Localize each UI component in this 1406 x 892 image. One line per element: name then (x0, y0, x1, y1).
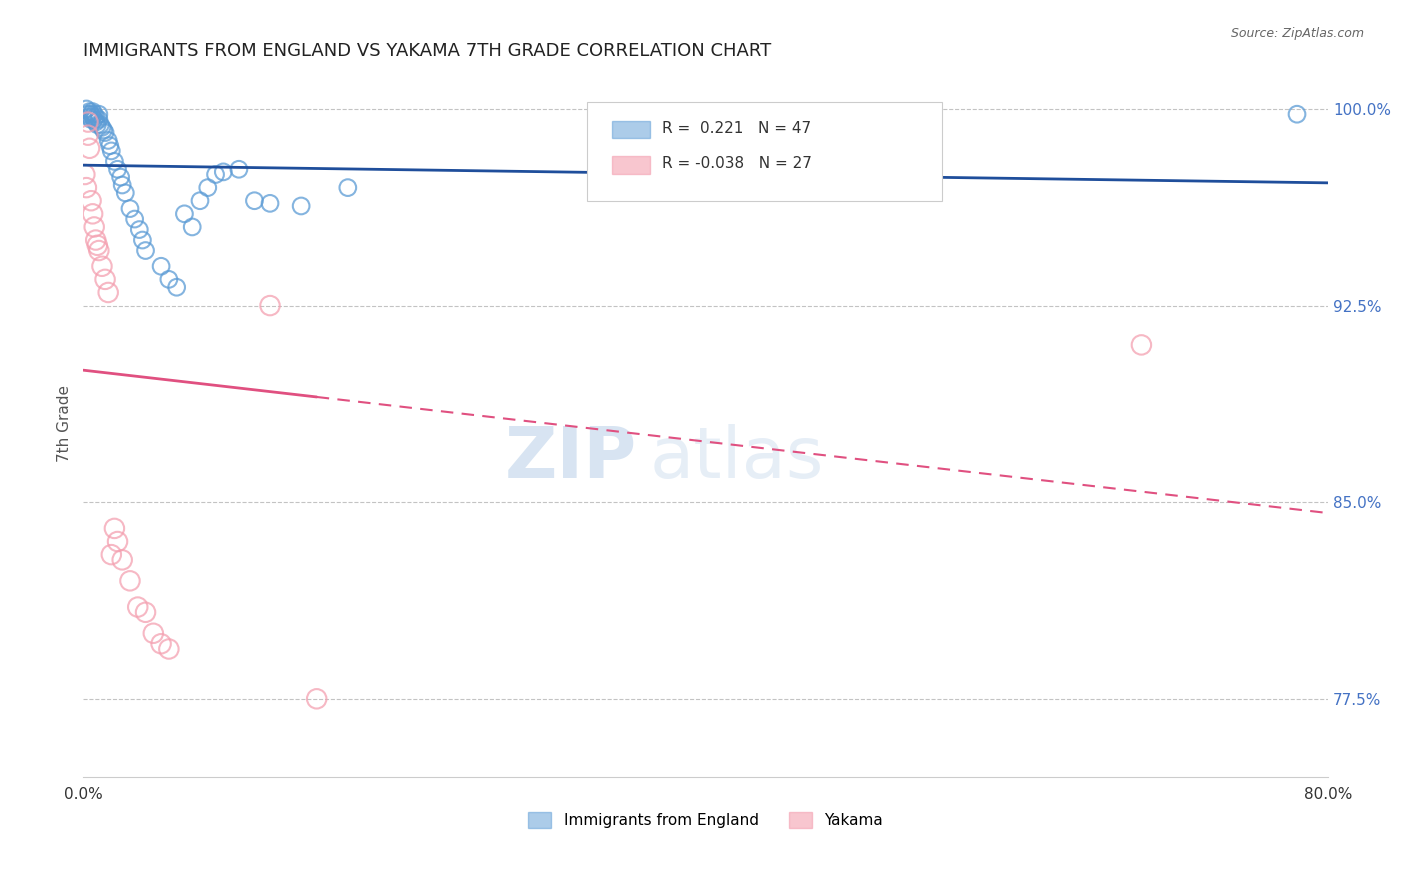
Point (83, 107, 105, 121)
Text: R =  0.221   N = 47: R = 0.221 N = 47 (662, 121, 811, 136)
Point (73, 168, 96, 182)
Point (91, 120, 114, 135)
Point (100, 144, 122, 158)
Point (110, 170, 132, 185)
Point (290, 199, 312, 213)
Point (118, 574, 141, 588)
Point (82, 207, 104, 221)
Point (103, 521, 125, 535)
Point (77, 128, 100, 143)
Point (91, 259, 114, 273)
Point (77, 115, 100, 129)
Point (75, 102, 97, 116)
Point (188, 194, 211, 208)
Point (94, 126, 117, 140)
Point (181, 219, 204, 234)
Point (259, 196, 281, 211)
Point (127, 600, 149, 615)
Point (94, 272, 117, 286)
Point (84, 233, 107, 247)
Point (97, 133, 120, 147)
Point (212, 165, 235, 179)
Point (87, 107, 110, 121)
Point (204, 168, 226, 182)
Legend: Immigrants from England, Yakama: Immigrants from England, Yakama (522, 805, 889, 834)
Point (79, 141, 101, 155)
Point (82, 110, 104, 124)
Point (114, 186, 136, 200)
Text: ZIP: ZIP (505, 425, 637, 493)
Text: atlas: atlas (650, 425, 824, 493)
Point (100, 548, 122, 562)
Point (157, 272, 180, 286)
Point (83, 219, 105, 234)
Point (1130, 338, 1153, 352)
Point (173, 207, 195, 221)
Point (157, 642, 180, 657)
Point (131, 233, 153, 247)
Point (77, 107, 100, 121)
Point (135, 605, 157, 619)
Point (111, 178, 134, 192)
Point (259, 299, 281, 313)
Point (86, 238, 108, 252)
Point (79, 104, 101, 119)
Point (243, 194, 266, 208)
Point (84, 110, 107, 124)
Point (87, 244, 110, 258)
Point (118, 202, 141, 216)
Point (80, 112, 103, 127)
Point (75, 180, 97, 194)
Text: IMMIGRANTS FROM ENGLAND VS YAKAMA 7TH GRADE CORRELATION CHART: IMMIGRANTS FROM ENGLAND VS YAKAMA 7TH GR… (83, 42, 772, 60)
Point (86, 118, 108, 132)
Point (97, 285, 120, 300)
Point (82, 104, 104, 119)
Point (83, 112, 105, 127)
Point (336, 180, 359, 194)
Point (124, 212, 146, 227)
Point (228, 162, 250, 177)
Point (98, 138, 121, 153)
Point (79, 110, 101, 124)
Point (197, 180, 219, 194)
Point (103, 154, 125, 169)
Point (150, 637, 173, 651)
Text: Source: ZipAtlas.com: Source: ZipAtlas.com (1230, 27, 1364, 40)
Point (128, 222, 150, 236)
Point (305, 691, 328, 706)
Y-axis label: 7th Grade: 7th Grade (58, 385, 72, 462)
Bar (613, 156, 650, 174)
Point (142, 626, 165, 640)
Point (166, 280, 188, 294)
Point (1285, 107, 1308, 121)
Point (107, 534, 129, 549)
Point (135, 244, 157, 258)
Point (93, 123, 115, 137)
Point (87, 112, 110, 127)
Point (111, 553, 134, 567)
Point (150, 259, 173, 273)
Point (84, 115, 107, 129)
Bar (613, 120, 650, 138)
Point (80, 194, 103, 208)
Point (107, 162, 129, 177)
Text: R = -0.038   N = 27: R = -0.038 N = 27 (662, 156, 813, 171)
Point (80, 107, 103, 121)
Point (89, 118, 111, 132)
FancyBboxPatch shape (588, 102, 942, 201)
